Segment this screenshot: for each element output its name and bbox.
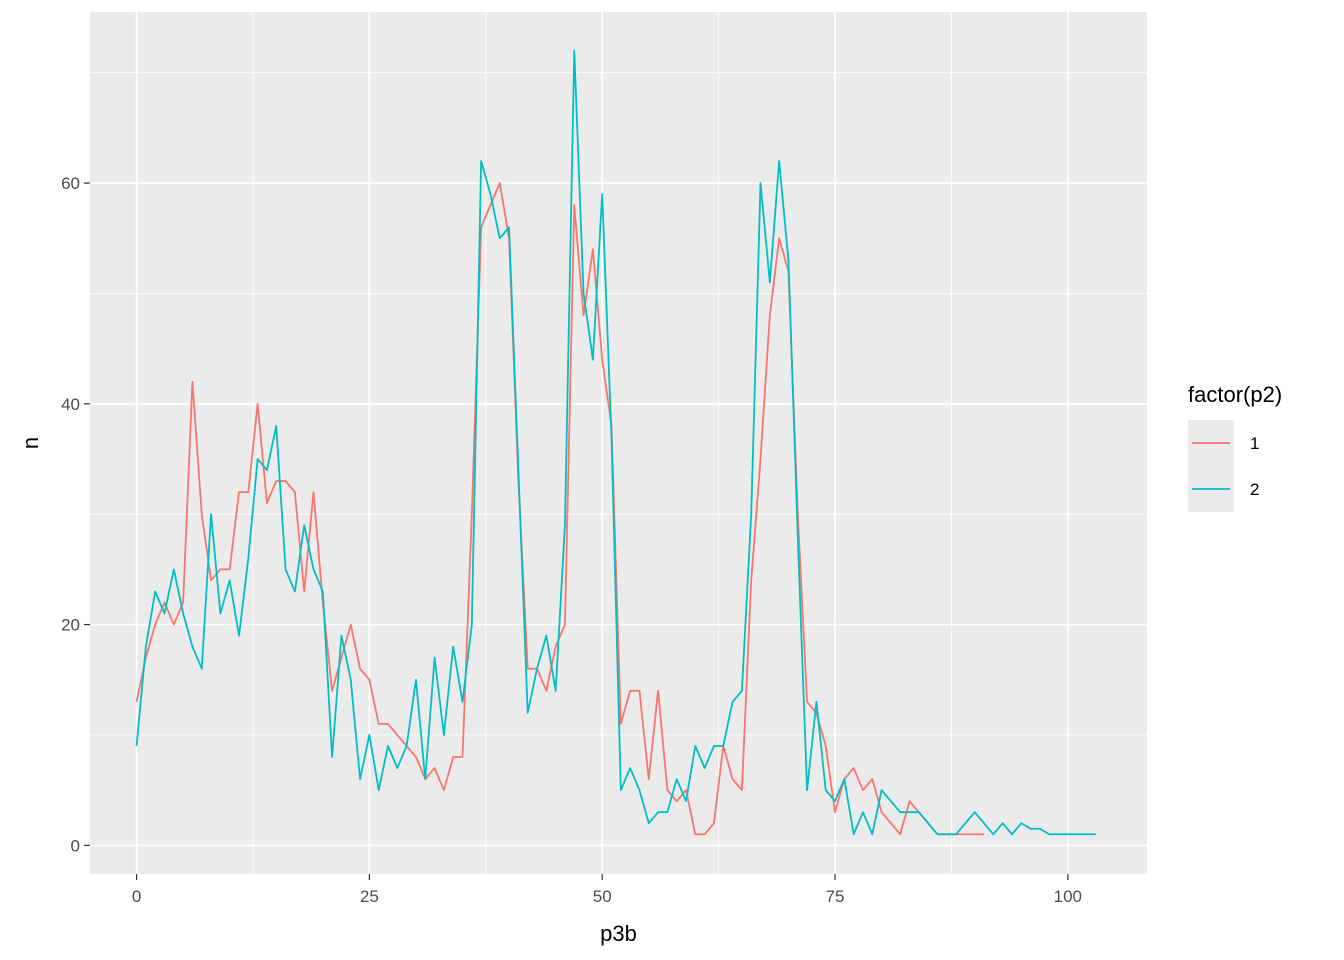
y-axis: 0 20 40 60 xyxy=(61,174,90,855)
y-tick-label: 0 xyxy=(71,836,80,855)
series-line-2 xyxy=(135,49,1096,836)
legend: factor(p2) 12 xyxy=(1188,382,1282,512)
series-layer xyxy=(135,49,1096,836)
x-axis-title: p3b xyxy=(600,921,637,946)
x-tick-label: 25 xyxy=(360,887,379,906)
x-axis: 0 25 50 75 100 xyxy=(132,874,1082,906)
plot-panel xyxy=(90,12,1147,874)
major-gridlines xyxy=(90,12,1147,874)
legend-title: factor(p2) xyxy=(1188,382,1282,407)
x-tick-label: 100 xyxy=(1054,887,1082,906)
x-tick-label: 0 xyxy=(132,887,141,906)
y-tick-label: 40 xyxy=(61,395,80,414)
legend-item-1: 1 xyxy=(1188,420,1259,466)
x-tick-label: 50 xyxy=(593,887,612,906)
legend-label: 2 xyxy=(1250,480,1259,499)
y-tick-label: 20 xyxy=(61,616,80,635)
legend-keys: 12 xyxy=(1188,420,1259,512)
legend-item-2: 2 xyxy=(1188,466,1259,512)
y-tick-label: 60 xyxy=(61,174,80,193)
legend-label: 1 xyxy=(1250,434,1259,453)
y-axis-title: n xyxy=(18,437,43,449)
x-tick-label: 75 xyxy=(826,887,845,906)
